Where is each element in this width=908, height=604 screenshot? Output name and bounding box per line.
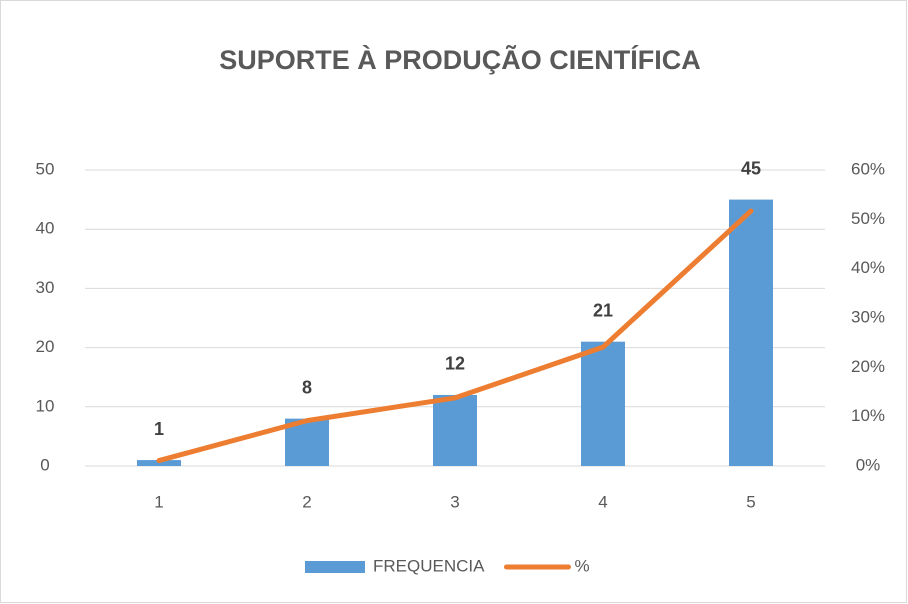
bar <box>581 341 625 466</box>
y-tick-label: 30 <box>36 278 55 297</box>
y2-tick-label: 20% <box>851 357 885 376</box>
y2-tick-label: 40% <box>851 258 885 277</box>
y-tick-label: 50 <box>36 159 55 178</box>
data-label: 1 <box>154 419 164 439</box>
data-label: 12 <box>445 354 465 374</box>
x-tick-label: 3 <box>450 492 459 511</box>
chart-title: SUPORTE À PRODUÇÃO CIENTÍFICA <box>219 44 701 75</box>
x-tick-label: 2 <box>302 492 311 511</box>
y2-tick-label: 0% <box>856 455 881 474</box>
x-tick-label: 1 <box>154 492 163 511</box>
x-tick-label: 4 <box>598 492 607 511</box>
data-label: 45 <box>741 158 761 178</box>
legend-label: FREQUENCIA <box>373 556 485 575</box>
y-tick-label: 20 <box>36 337 55 356</box>
data-label: 21 <box>593 300 613 320</box>
bar <box>729 199 773 466</box>
line-series <box>156 208 754 464</box>
legend-swatch <box>305 561 365 573</box>
x-tick-label: 5 <box>746 492 755 511</box>
y2-tick-label: 50% <box>851 209 885 228</box>
data-label: 8 <box>302 377 312 397</box>
legend-label: % <box>574 556 589 575</box>
y2-tick-label: 60% <box>851 159 885 178</box>
y2-tick-label: 30% <box>851 307 885 326</box>
y-tick-label: 40 <box>36 219 55 238</box>
bar <box>433 394 477 466</box>
y-tick-label: 0 <box>40 455 49 474</box>
y2-tick-label: 10% <box>851 406 885 425</box>
y-tick-label: 10 <box>36 396 55 415</box>
